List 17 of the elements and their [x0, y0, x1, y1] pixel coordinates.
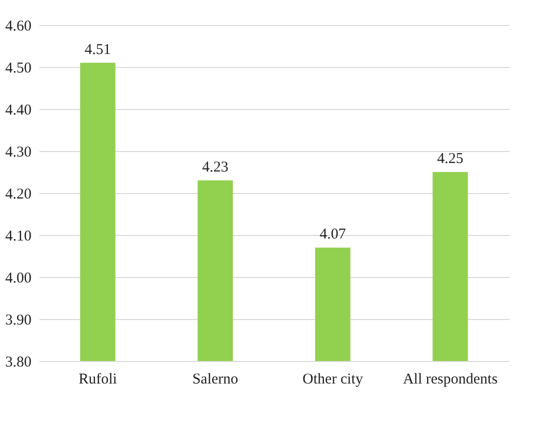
data-label: 4.07 — [320, 226, 346, 243]
y-tick-label: 4.40 — [5, 102, 32, 118]
y-tick-label: 4.20 — [5, 186, 32, 202]
y-tick-label: 3.90 — [5, 312, 32, 328]
y-tick-label: 4.30 — [5, 144, 32, 160]
y-tick-label: 3.80 — [5, 354, 32, 370]
x-tick-label: All respondents — [402, 372, 498, 388]
data-label: 4.23 — [202, 159, 228, 176]
x-tick-label: Other city — [302, 372, 364, 388]
y-tick-label: 4.00 — [5, 270, 32, 286]
data-label: 4.25 — [437, 151, 464, 167]
x-tick-label: Rufoli — [78, 372, 117, 388]
y-tick-label: 4.50 — [5, 60, 32, 76]
y-tick-label: 4.10 — [5, 228, 32, 244]
y-tick-label: 4.60 — [5, 18, 32, 34]
data-label: 4.51 — [84, 42, 111, 58]
x-tick-label: Salerno — [192, 372, 238, 388]
